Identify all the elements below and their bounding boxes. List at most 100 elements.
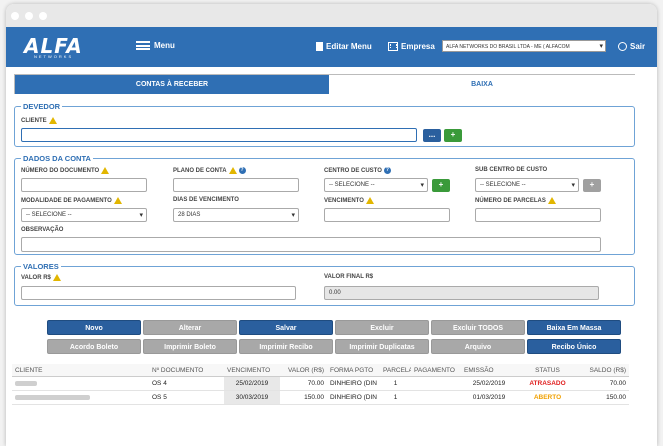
- cell-parcela: 1: [393, 380, 398, 387]
- excluir-button[interactable]: Excluir: [335, 320, 429, 335]
- window-chrome: [6, 4, 657, 27]
- document-icon: [316, 42, 323, 51]
- col-pagamento[interactable]: PAGAMENTO: [411, 364, 461, 376]
- help-icon[interactable]: ?: [238, 167, 246, 174]
- warning-icon: [52, 274, 61, 281]
- empresa-label-group: Empresa: [388, 42, 435, 51]
- valor-final-input: 0.00: [324, 286, 599, 300]
- tab-baixa[interactable]: BAIXA: [329, 75, 635, 94]
- plano-conta-input[interactable]: [173, 178, 299, 192]
- col-vencimento[interactable]: VENCIMENTO: [224, 364, 280, 376]
- alfa-logo[interactable]: ALFA: [24, 34, 83, 58]
- plano-conta-label-text: PLANO DE CONTA: [173, 167, 227, 174]
- window-dot-3[interactable]: [39, 12, 47, 20]
- modalidade-select[interactable]: -- SELECIONE --: [21, 208, 147, 222]
- valor-label: VALOR R$: [21, 274, 61, 281]
- valor-final-label: VALOR FINAL R$: [324, 274, 373, 280]
- observacao-textarea[interactable]: [21, 237, 601, 252]
- warning-icon: [48, 117, 57, 124]
- cell-cliente: [12, 391, 149, 404]
- cell-cliente: [12, 377, 149, 390]
- col-parcela[interactable]: PARCELA: [380, 364, 411, 376]
- acordo-boleto-button[interactable]: Acordo Boleto: [47, 339, 141, 354]
- cliente-search-button[interactable]: ...: [423, 129, 441, 142]
- power-icon: [618, 42, 627, 51]
- numero-documento-label-text: NÚMERO DO DOCUMENTO: [21, 167, 100, 174]
- col-forma[interactable]: FORMA PGTO: [327, 364, 380, 376]
- sub-centro-select[interactable]: -- SELECIONE --: [475, 178, 579, 192]
- imprimir-recibo-button[interactable]: Imprimir Recibo: [239, 339, 333, 354]
- window-dot-1[interactable]: [11, 12, 19, 20]
- cliente-input[interactable]: [21, 128, 417, 142]
- valores-legend: VALORES: [21, 262, 61, 271]
- warning-icon: [228, 167, 237, 174]
- cell-emissao: 01/03/2019: [472, 394, 506, 401]
- numero-documento-label: NÚMERO DO DOCUMENTO: [21, 167, 110, 174]
- modalidade-label-text: MODALIDADE DE PAGAMENTO: [21, 197, 112, 204]
- centro-custo-add-button[interactable]: +: [432, 179, 450, 192]
- parcelas-label: NÚMERO DE PARCELAS: [475, 197, 556, 204]
- cell-saldo: 70.00: [609, 380, 626, 387]
- menu-label: Menu: [154, 41, 175, 50]
- edit-menu-link[interactable]: Editar Menu: [316, 42, 372, 51]
- logo-subtitle: NETWORKS: [34, 54, 74, 59]
- window-dot-2[interactable]: [25, 12, 33, 20]
- col-emissao[interactable]: EMISSÃO: [461, 364, 517, 376]
- imprimir-duplicatas-button[interactable]: Imprimir Duplicatas: [335, 339, 429, 354]
- baixa-em-massa-button[interactable]: Baixa Em Massa: [527, 320, 621, 335]
- building-icon: [388, 42, 398, 51]
- salvar-button[interactable]: Salvar: [239, 320, 333, 335]
- vencimento-label-text: VENCIMENTO: [324, 197, 364, 204]
- menu-button[interactable]: Menu: [136, 41, 175, 50]
- modalidade-label: MODALIDADE DE PAGAMENTO: [21, 197, 122, 204]
- valor-input[interactable]: [21, 286, 296, 300]
- cliente-label-text: CLIENTE: [21, 117, 47, 124]
- edit-menu-label: Editar Menu: [326, 42, 372, 51]
- col-documento[interactable]: Nº DOCUMENTO: [149, 364, 224, 376]
- observacao-label: OBSERVAÇÃO: [21, 227, 63, 233]
- centro-custo-select[interactable]: -- SELECIONE --: [324, 178, 428, 192]
- sub-centro-label: SUB CENTRO DE CUSTO: [475, 167, 547, 173]
- status-badge: ABERTO: [533, 394, 562, 401]
- dias-vencimento-label: DIAS DE VENCIMENTO: [173, 197, 239, 203]
- table-row[interactable]: OS 4 25/02/2019 70.00 DINHEIRO (DIN 1 25…: [12, 377, 629, 391]
- observacao-label-text: OBSERVAÇÃO: [21, 227, 64, 233]
- redacted-text: [15, 394, 90, 400]
- table-row[interactable]: OS 5 30/03/2019 150.00 DINHEIRO (DIN 1 0…: [12, 391, 629, 405]
- novo-button[interactable]: Novo: [47, 320, 141, 335]
- dados-conta-legend: DADOS DA CONTA: [21, 154, 93, 163]
- contas-table: CLIENTE Nº DOCUMENTO VENCIMENTO VALOR (R…: [12, 364, 629, 405]
- col-saldo[interactable]: SALDO (R$): [578, 364, 629, 376]
- tab-bar: CONTAS À RECEBER BAIXA: [14, 74, 635, 94]
- col-cliente[interactable]: CLIENTE: [12, 364, 149, 376]
- centro-custo-label: CENTRO DE CUSTO ?: [324, 167, 391, 174]
- tab-contas-receber[interactable]: CONTAS À RECEBER: [15, 75, 329, 94]
- plano-conta-label: PLANO DE CONTA ?: [173, 167, 246, 174]
- sub-centro-add-button[interactable]: +: [583, 179, 601, 192]
- parcelas-label-text: NÚMERO DE PARCELAS: [475, 197, 546, 204]
- cliente-add-button[interactable]: +: [444, 129, 462, 142]
- empresa-select[interactable]: ALFA NETWORKS DO BRASIL LTDA - ME ( ALFA…: [442, 40, 606, 52]
- imprimir-boleto-button[interactable]: Imprimir Boleto: [143, 339, 237, 354]
- cliente-label: CLIENTE: [21, 117, 57, 124]
- col-status[interactable]: STATUS: [517, 364, 578, 376]
- logout-button[interactable]: Sair: [618, 42, 645, 51]
- parcelas-input[interactable]: [475, 208, 601, 222]
- valores-section: VALORES VALOR R$ VALOR FINAL R$ 0.00: [14, 262, 635, 306]
- warning-icon: [101, 167, 110, 174]
- excluir-todos-button[interactable]: Excluir TODOS: [431, 320, 525, 335]
- cell-vencimento: 25/02/2019: [224, 377, 280, 390]
- help-icon[interactable]: ?: [383, 167, 391, 174]
- dias-vencimento-select[interactable]: 28 DIAS: [173, 208, 299, 222]
- top-navbar: ALFA NETWORKS Menu Editar Menu Empresa A…: [6, 27, 657, 67]
- recibo-unico-button[interactable]: Recibo Único: [527, 339, 621, 354]
- col-valor[interactable]: VALOR (R$): [280, 364, 327, 376]
- arquivo-button[interactable]: Arquivo: [431, 339, 525, 354]
- numero-documento-input[interactable]: [21, 178, 147, 192]
- vencimento-input[interactable]: [324, 208, 450, 222]
- dados-conta-section: DADOS DA CONTA NÚMERO DO DOCUMENTO PLANO…: [14, 154, 635, 255]
- sub-centro-label-text: SUB CENTRO DE CUSTO: [475, 167, 548, 173]
- alterar-button[interactable]: Alterar: [143, 320, 237, 335]
- cell-emissao: 25/02/2019: [472, 380, 506, 387]
- cell-forma: DINHEIRO (DIN: [330, 380, 377, 387]
